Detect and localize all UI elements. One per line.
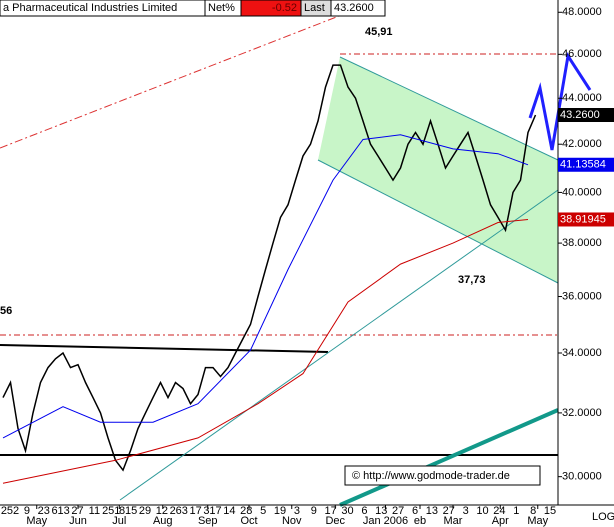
x-tick-label: Jan 2006	[363, 515, 408, 527]
copyright-box	[344, 465, 541, 486]
trend-line	[0, 344, 329, 353]
day-label: 23	[38, 505, 50, 517]
x-tick-label: Sep	[198, 515, 218, 527]
y-tick-label: 34.0000	[562, 347, 602, 359]
day-label: 9	[311, 505, 317, 517]
header-net-label: Net%	[208, 2, 235, 14]
plot	[2, 64, 537, 484]
day-label: 27	[443, 505, 455, 517]
day-label: 252	[1, 505, 19, 517]
series-line	[2, 64, 537, 472]
header-box	[330, 0, 386, 17]
day-label: 9	[24, 505, 30, 517]
series-line	[2, 134, 529, 439]
annotation: 56	[0, 305, 12, 317]
day-label: 317	[203, 505, 221, 517]
y-tick-label: 46.0000	[562, 48, 602, 60]
last-value-label: 38.91945	[560, 213, 606, 225]
header-last-value: 43.2600	[334, 2, 374, 14]
day-label: 6	[361, 505, 367, 517]
header-name: a Pharmaceutical Industries Limited	[3, 2, 177, 14]
series-line	[2, 219, 529, 484]
day-label: 24	[493, 505, 505, 517]
channel-bottom	[317, 159, 559, 284]
y-tick-label: 48.0000	[562, 6, 602, 18]
day-label: 27	[392, 505, 404, 517]
y-tick-label: 44.0000	[562, 92, 602, 104]
header-last-label: Last	[304, 2, 325, 14]
day-label: 3	[294, 505, 300, 517]
y-tick-label: 38.0000	[562, 237, 602, 249]
day-label: 15	[544, 505, 556, 517]
day-label: 8	[530, 505, 536, 517]
y-tick-label: 40.0000	[562, 186, 602, 198]
y-tick-label: 36.0000	[562, 290, 602, 302]
trend-line	[0, 0, 381, 149]
day-label: 19	[274, 505, 286, 517]
day-label: 29	[139, 505, 151, 517]
last-value-box	[558, 108, 614, 123]
day-label: 3	[463, 505, 469, 517]
day-label: 14	[223, 505, 235, 517]
day-label: 17	[190, 505, 202, 517]
channel	[318, 57, 558, 283]
day-label: 613	[51, 505, 69, 517]
day-label: 12	[156, 505, 168, 517]
day-label: 13	[426, 505, 438, 517]
day-label: 28	[240, 505, 252, 517]
y-tick-label: 42.0000	[562, 138, 602, 150]
day-label: 13	[375, 505, 387, 517]
day-label: 1	[513, 505, 519, 517]
day-label: 27	[71, 505, 83, 517]
day-label: 5	[260, 505, 266, 517]
day-label: 30	[341, 505, 353, 517]
x-tick-label: Apr	[492, 515, 509, 527]
annotation: 37,73	[458, 274, 486, 286]
day-label: 251	[102, 505, 120, 517]
x-tick-label: Mar	[444, 515, 463, 527]
y-tick-label: 32.0000	[562, 407, 602, 419]
day-label: 17	[325, 505, 337, 517]
trend-line	[119, 189, 559, 501]
x-tick-label: Jul	[112, 515, 126, 527]
x-tick-label: May	[26, 515, 47, 527]
x-tick-label: Jun	[69, 515, 87, 527]
last-value-label: 41.13584	[560, 159, 606, 171]
x-tick-label: Aug	[153, 515, 173, 527]
last-value-box	[558, 212, 614, 227]
header-net-value: -0.52	[272, 2, 297, 14]
forecast	[528, 51, 592, 151]
day-label: 11	[89, 505, 100, 517]
x-tick-label: Oct	[240, 515, 257, 527]
day-label: 6	[412, 505, 418, 517]
last-value-label: 43.2600	[560, 109, 600, 121]
day-label: 815	[119, 505, 137, 517]
trend-line	[339, 408, 559, 507]
day-label: 10	[476, 505, 488, 517]
x-tick-label: Dec	[325, 515, 345, 527]
x-tick-label: May	[527, 515, 548, 527]
annotation: 45,91	[365, 26, 393, 38]
scale-label: LOG	[592, 511, 614, 523]
day-label: 263	[170, 505, 188, 517]
channel-top	[339, 56, 559, 161]
copyright: © http://www.godmode-trader.de	[352, 470, 510, 482]
y-tick-label: 30.0000	[562, 471, 602, 483]
x-tick-label: Nov	[282, 515, 302, 527]
last-value-box	[558, 157, 614, 172]
x-tick-label: eb	[414, 515, 426, 527]
